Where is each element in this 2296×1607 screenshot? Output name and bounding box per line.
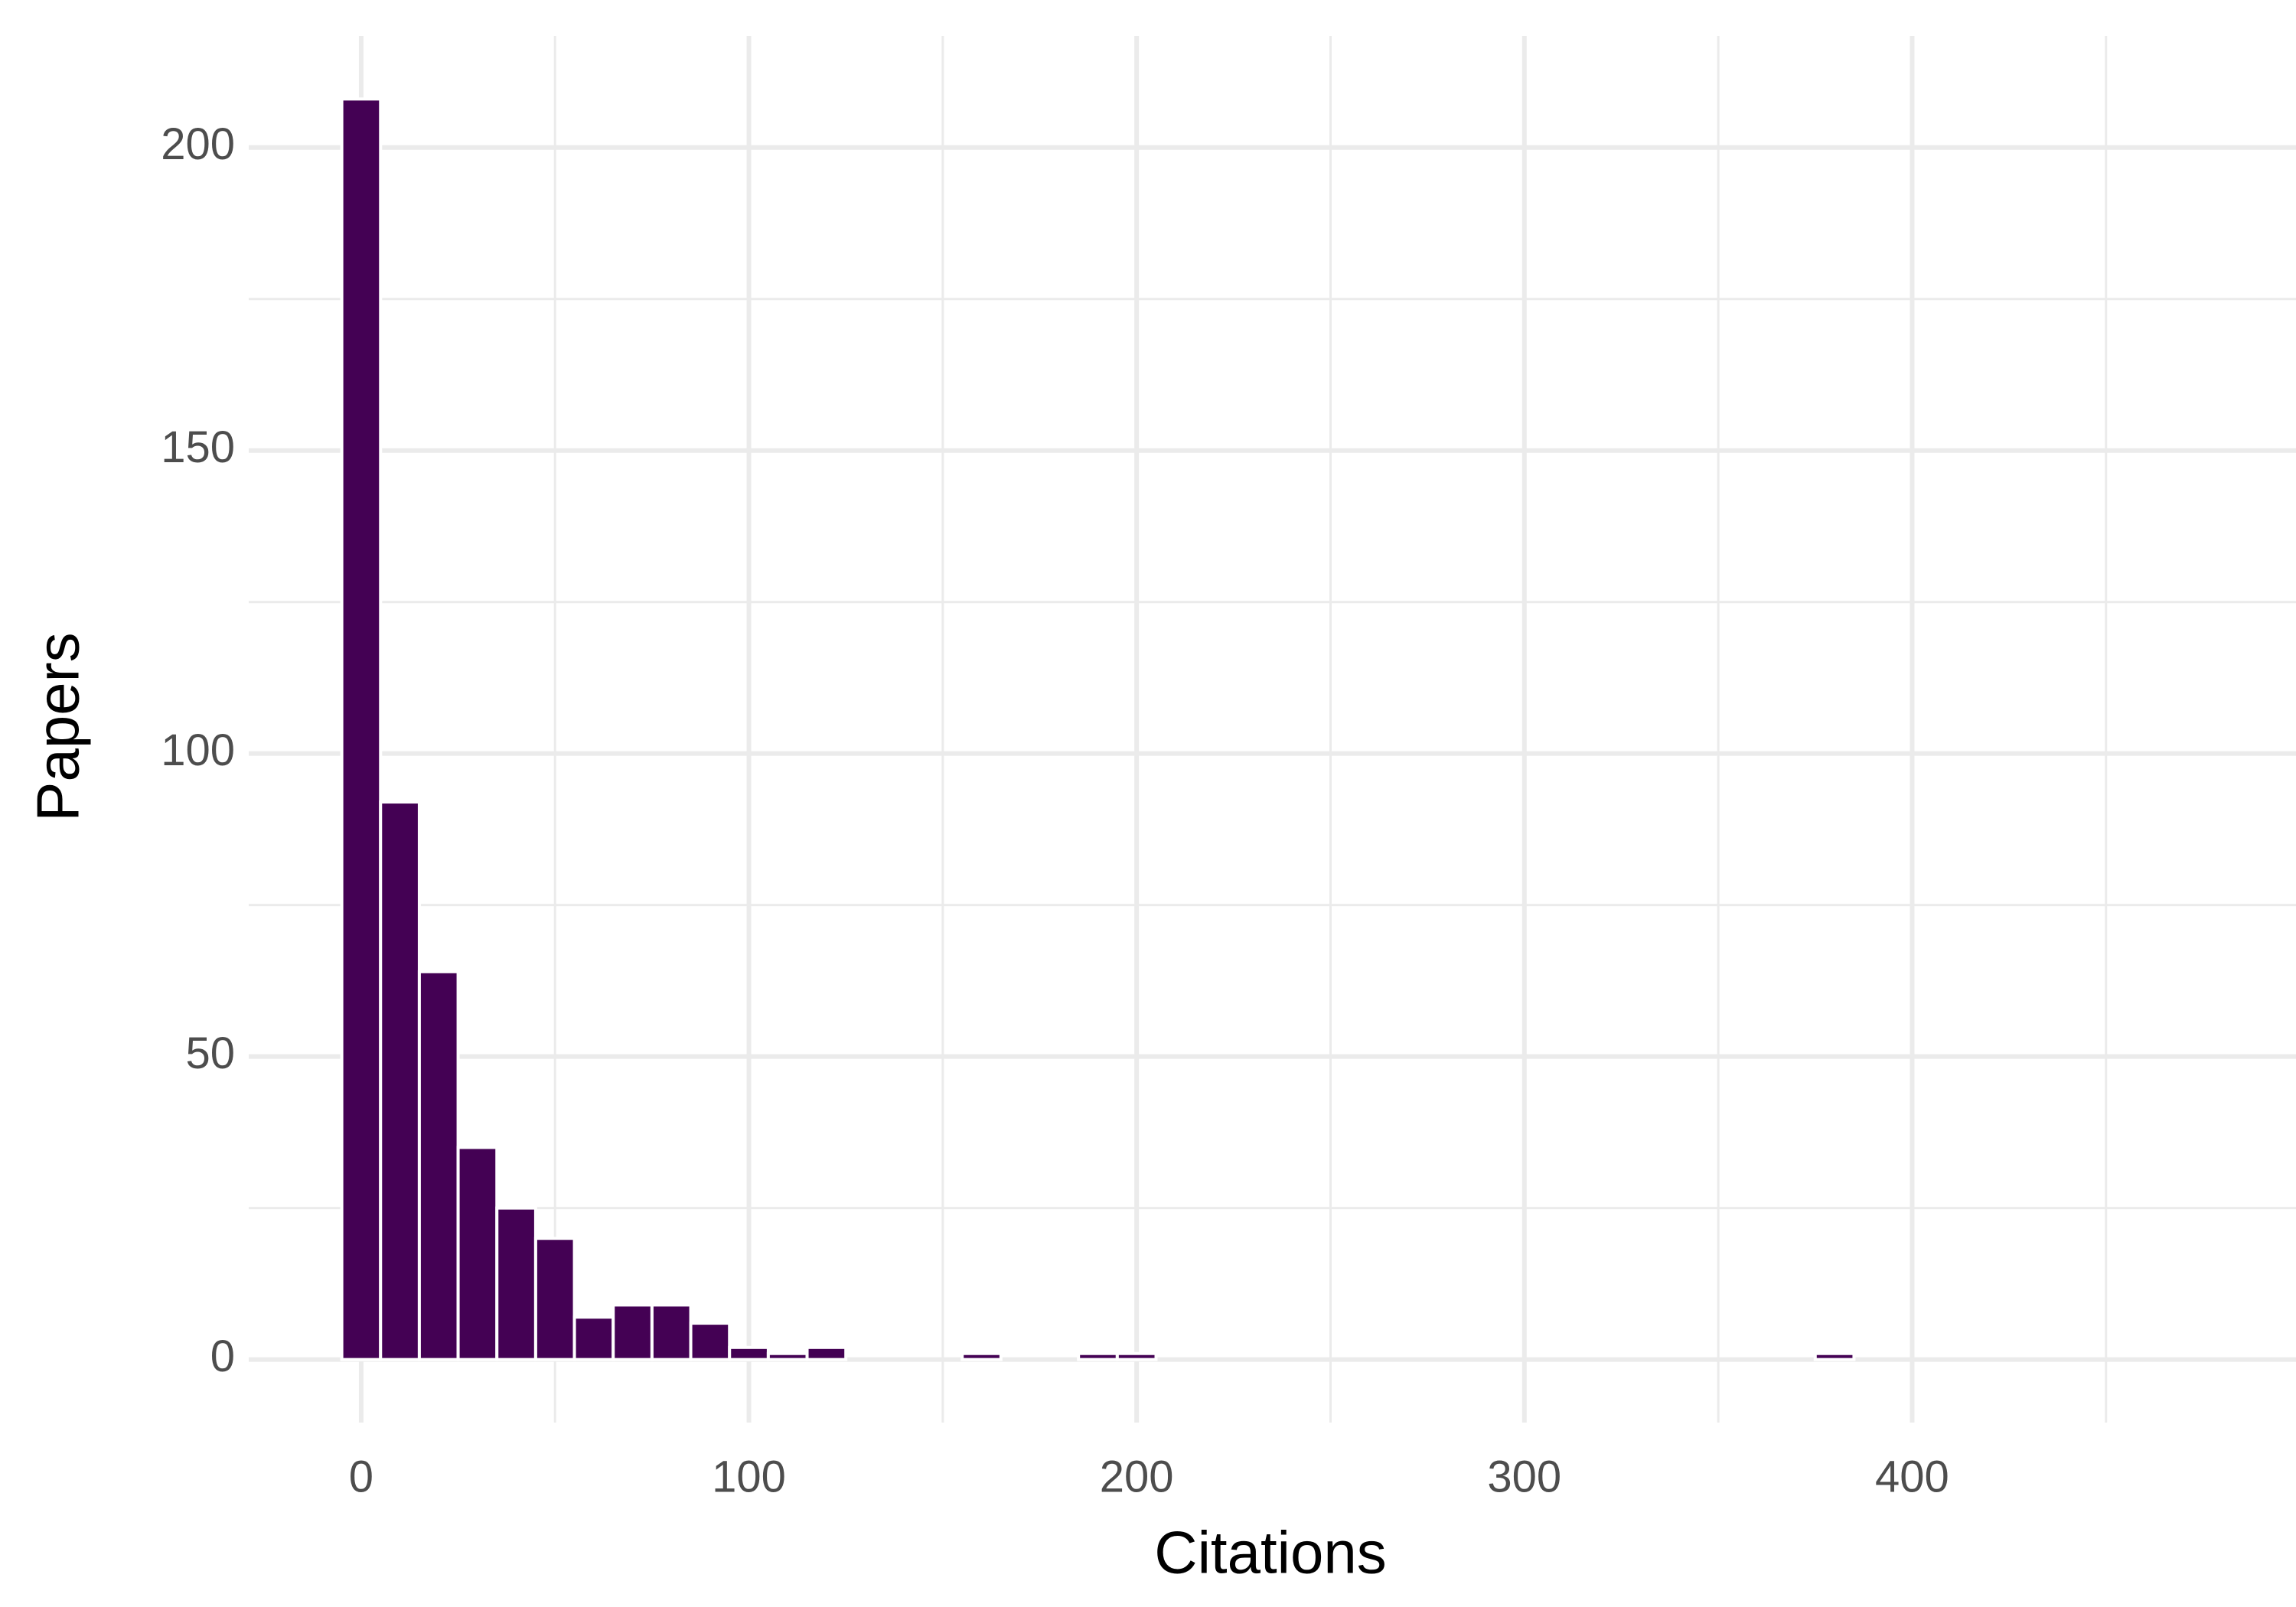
- bar: [1813, 1351, 1856, 1361]
- bar: [689, 1322, 732, 1361]
- x-tick-label: 200: [1100, 1452, 1174, 1501]
- y-tick-label: 0: [210, 1332, 235, 1381]
- bar: [533, 1237, 576, 1361]
- bar: [495, 1206, 537, 1361]
- bar: [805, 1345, 848, 1361]
- x-tick-label: 400: [1875, 1452, 1949, 1501]
- bar: [1077, 1351, 1119, 1361]
- bar: [456, 1146, 499, 1361]
- bar: [417, 970, 460, 1361]
- x-tick-label: 0: [349, 1452, 373, 1501]
- y-tick-label: 150: [161, 422, 235, 472]
- x-tick-label: 300: [1487, 1452, 1561, 1501]
- x-tick-label: 100: [712, 1452, 786, 1501]
- bar: [340, 97, 383, 1361]
- x-axis-title: Citations: [1154, 1519, 1386, 1586]
- bar: [572, 1315, 615, 1361]
- y-axis-title: Papers: [24, 632, 92, 821]
- bar: [650, 1303, 693, 1361]
- y-tick-label: 100: [161, 725, 235, 775]
- bar: [960, 1351, 1003, 1361]
- bar: [379, 800, 421, 1361]
- bar: [728, 1345, 770, 1361]
- y-tick-label: 200: [161, 119, 235, 169]
- bar: [612, 1303, 654, 1361]
- bar: [766, 1351, 809, 1361]
- bar: [1115, 1351, 1158, 1361]
- y-tick-label: 50: [185, 1028, 235, 1078]
